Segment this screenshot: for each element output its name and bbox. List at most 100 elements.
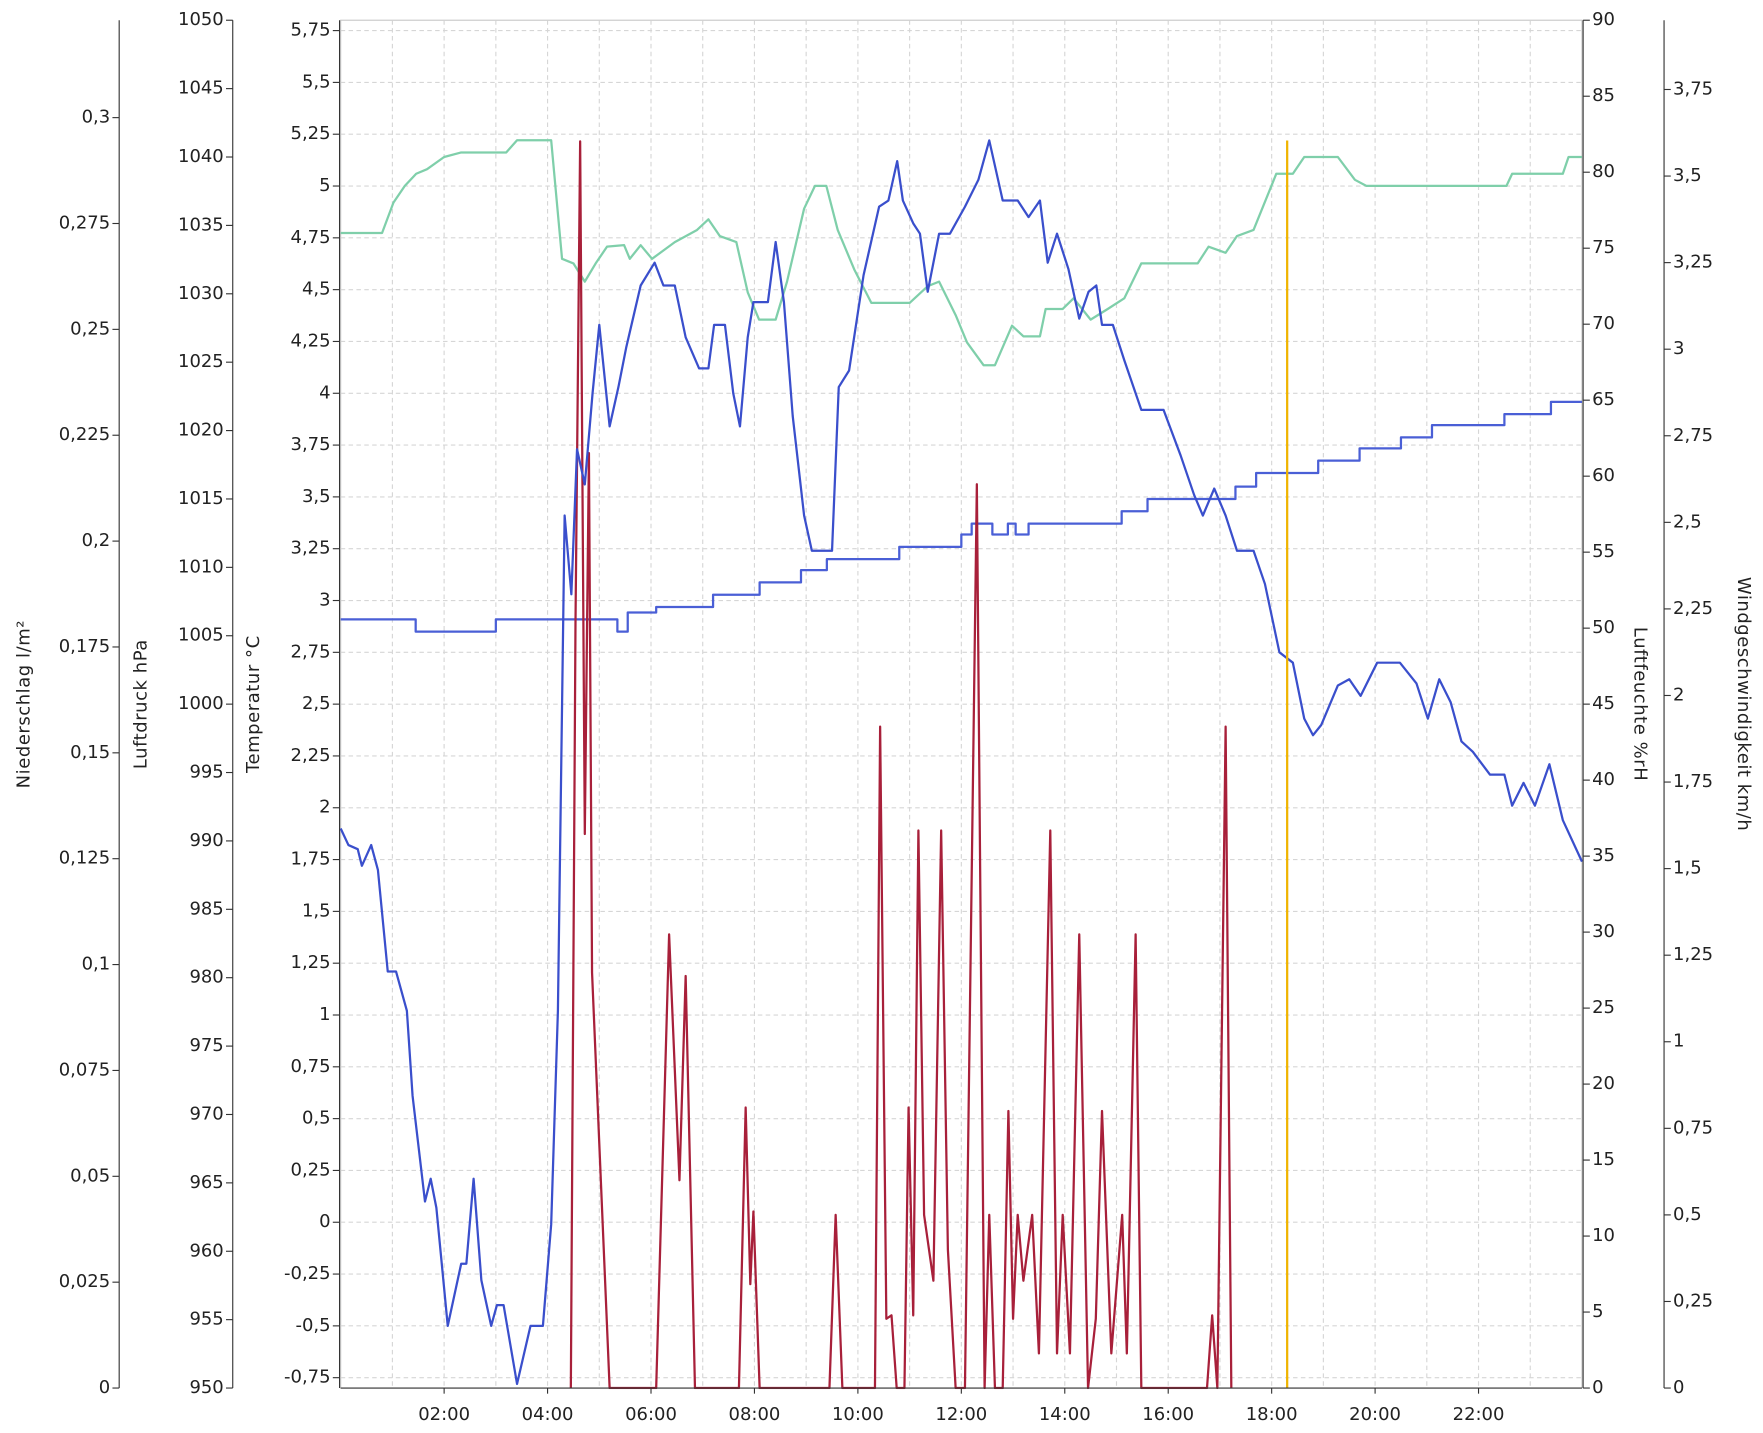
x-tick-label: 06:00 <box>625 1404 677 1425</box>
y-tick-label: 0,225 <box>59 424 110 445</box>
y-tick-label: 1,5 <box>1673 858 1702 879</box>
series-line <box>339 139 1583 1386</box>
x-tick-label: 16:00 <box>1142 1404 1194 1425</box>
y-tick-label: 0,025 <box>59 1271 110 1292</box>
axis-title: Windgeschwindigkeit km/h <box>1733 577 1754 831</box>
y-tick-label: 5 <box>319 175 330 196</box>
y-tick-label: 60 <box>1592 465 1615 486</box>
y-tick-label: 1020 <box>178 420 224 441</box>
y-tick-label: 1,5 <box>302 900 331 921</box>
y-tick-label: 0 <box>1673 1377 1684 1398</box>
series-line <box>340 400 1582 633</box>
y-tick-label: 1,75 <box>291 849 331 870</box>
y-tick-label: 995 <box>189 762 223 783</box>
series-layer <box>339 139 1583 1390</box>
y-tick-label: 955 <box>189 1309 223 1330</box>
y-tick-label: 0,175 <box>59 636 110 657</box>
y-tick-label: 970 <box>189 1103 223 1124</box>
y-tick-label: 80 <box>1592 161 1615 182</box>
axes: 02:00 04:00 06:00 08:00 10:00 12:00 14:00 16:00… <box>14 9 1754 1425</box>
x-tick-label: 04:00 <box>522 1404 574 1425</box>
y-tick-label: 0,25 <box>70 318 110 339</box>
y-tick-label: 2 <box>319 797 330 818</box>
y-tick-label: 0,5 <box>302 1108 331 1129</box>
y-tick-label: 0,2 <box>82 530 111 551</box>
y-tick-label: 3,25 <box>291 538 331 559</box>
y-tick-label: 3 <box>319 590 330 611</box>
y-tick-label: 0,15 <box>70 742 110 763</box>
y-tick-label: 975 <box>189 1035 223 1056</box>
series-line <box>569 140 1233 1390</box>
y-tick-label: 5,75 <box>291 20 331 41</box>
y-tick-label: 3 <box>1673 338 1684 359</box>
y-tick-label: 2,25 <box>291 745 331 766</box>
y-tick-label: 0,75 <box>1673 1117 1713 1138</box>
x-tick-label: 20:00 <box>1349 1404 1401 1425</box>
y-tick-label: 950 <box>189 1377 223 1398</box>
x-tick-label: 22:00 <box>1453 1404 1505 1425</box>
y-tick-label: 30 <box>1592 921 1615 942</box>
y-tick-label: 0,75 <box>291 1056 331 1077</box>
x-tick-label: 18:00 <box>1246 1404 1298 1425</box>
y-tick-label: 45 <box>1592 693 1615 714</box>
y-tick-label: 960 <box>189 1240 223 1261</box>
y-tick-label: 2 <box>1673 684 1684 705</box>
y-tick-label: 990 <box>189 830 223 851</box>
y-tick-label: 65 <box>1592 389 1615 410</box>
y-tick-label: 35 <box>1592 845 1615 866</box>
y-tick-label: 10 <box>1592 1225 1615 1246</box>
y-tick-label: 0,275 <box>59 212 110 233</box>
y-tick-label: 50 <box>1592 617 1615 638</box>
y-tick-label: 5 <box>1592 1301 1603 1322</box>
y-tick-label: 2,5 <box>1673 511 1702 532</box>
y-tick-label: -0,75 <box>284 1367 331 1388</box>
y-tick-label: 2,75 <box>291 641 331 662</box>
y-tick-label: 4,25 <box>291 330 331 351</box>
y-tick-label: 0,075 <box>59 1059 110 1080</box>
y-tick-label: 0,05 <box>70 1165 110 1186</box>
y-tick-label: 3,25 <box>1673 252 1713 273</box>
y-tick-label: 0,3 <box>82 107 111 128</box>
y-tick-label: 75 <box>1592 237 1615 258</box>
x-tick-label: 14:00 <box>1039 1404 1091 1425</box>
y-tick-label: 2,25 <box>1673 598 1713 619</box>
y-tick-label: 5,25 <box>291 123 331 144</box>
y-tick-label: 2,75 <box>1673 425 1713 446</box>
y-tick-label: 4,75 <box>291 227 331 248</box>
y-tick-label: 20 <box>1592 1073 1615 1094</box>
y-tick-label: 0 <box>99 1377 110 1398</box>
y-tick-label: 1030 <box>178 283 224 304</box>
axis-title: Luftdruck hPa <box>131 639 152 769</box>
y-tick-label: 965 <box>189 1172 223 1193</box>
y-tick-label: 4,5 <box>302 279 331 300</box>
axis-title: Niederschlag l/m² <box>14 620 35 788</box>
y-tick-label: -0,5 <box>295 1315 330 1336</box>
y-tick-label: 1035 <box>178 214 224 235</box>
y-tick-label: 25 <box>1592 997 1615 1018</box>
y-tick-label: 1015 <box>178 488 224 509</box>
y-tick-label: 70 <box>1592 313 1615 334</box>
y-tick-label: 40 <box>1592 769 1615 790</box>
y-tick-label: 90 <box>1592 9 1615 30</box>
y-tick-label: -0,25 <box>284 1263 331 1284</box>
y-tick-label: 85 <box>1592 85 1615 106</box>
y-tick-label: 1040 <box>178 146 224 167</box>
grid <box>340 20 1582 1389</box>
y-tick-label: 0,5 <box>1673 1204 1702 1225</box>
y-tick-label: 1 <box>1673 1031 1684 1052</box>
y-tick-label: 1 <box>319 1004 330 1025</box>
y-tick-label: 1,75 <box>1673 771 1713 792</box>
x-tick-label: 02:00 <box>418 1404 470 1425</box>
y-tick-label: 0,125 <box>59 848 110 869</box>
y-tick-label: 1045 <box>178 78 224 99</box>
y-tick-label: 985 <box>189 898 223 919</box>
y-tick-label: 980 <box>189 967 223 988</box>
axis-title: Luftfeuchte %rH <box>1629 627 1650 781</box>
y-tick-label: 0,25 <box>291 1159 331 1180</box>
y-tick-label: 1,25 <box>291 952 331 973</box>
y-tick-label: 15 <box>1592 1149 1615 1170</box>
x-tick-label: 10:00 <box>832 1404 884 1425</box>
y-tick-label: 5,5 <box>302 71 331 92</box>
x-tick-label: 08:00 <box>729 1404 781 1425</box>
